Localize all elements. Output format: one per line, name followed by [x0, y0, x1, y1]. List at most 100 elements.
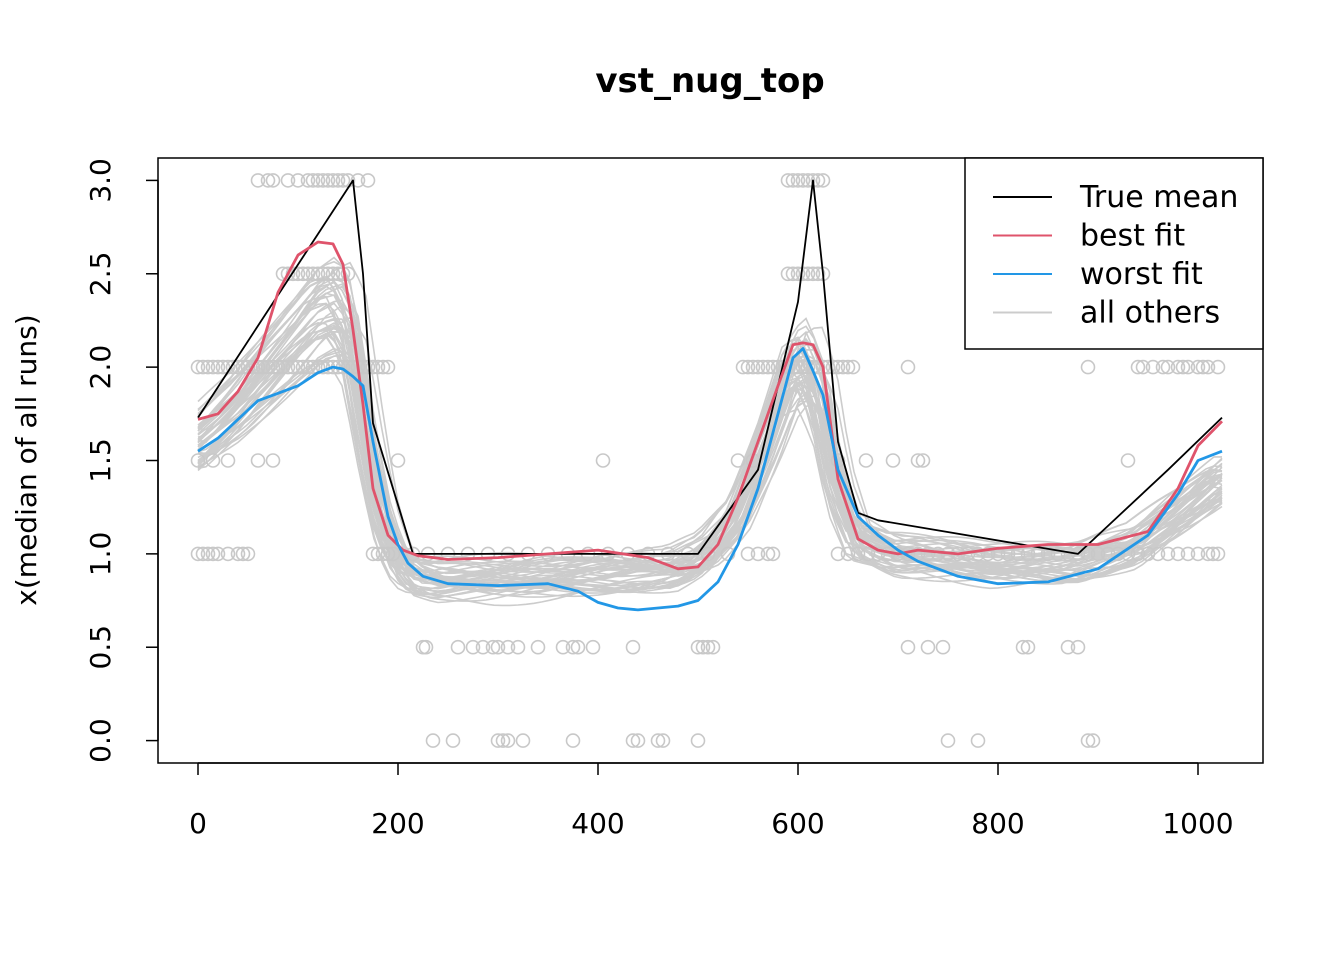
- observation-point-171: [795, 173, 811, 188]
- observation-point-18: [275, 359, 291, 375]
- observation-point-141: [690, 733, 706, 748]
- legend-label-best-fit: best fit: [1080, 219, 1185, 254]
- observation-point-68: [350, 173, 366, 188]
- observation-point-145: [745, 359, 761, 375]
- observation-point-232: [1130, 359, 1146, 375]
- other-run-line-39: [197, 332, 1223, 602]
- observation-point-174: [810, 173, 826, 188]
- observation-point-128: [700, 639, 716, 655]
- observation-point-184: [830, 546, 846, 562]
- observation-point-127: [695, 639, 711, 655]
- observation-point-253: [1080, 733, 1096, 748]
- observation-point-64: [325, 173, 341, 188]
- observation-point-254: [1085, 733, 1101, 748]
- observation-point-235: [1155, 359, 1171, 375]
- observation-point-143: [735, 359, 751, 375]
- observation-point-163: [835, 359, 851, 375]
- observation-point-122: [565, 639, 581, 655]
- observation-point-223: [1210, 546, 1226, 562]
- observation-point-228: [915, 453, 931, 468]
- legend-label-worst-fit: worst fit: [1080, 257, 1203, 292]
- observation-point-175: [815, 173, 831, 188]
- observation-point-79: [320, 266, 336, 282]
- observation-point-80: [325, 266, 341, 282]
- x-tick-label: 200: [371, 807, 424, 840]
- best-fit-line: [197, 240, 1223, 571]
- observation-point-108: [750, 546, 766, 562]
- observation-point-227: [910, 453, 926, 468]
- observation-point-140: [655, 733, 671, 748]
- observation-point-107: [740, 546, 756, 562]
- observation-point-209: [1080, 546, 1096, 562]
- observation-point-251: [940, 733, 956, 748]
- observation-point-116: [485, 639, 501, 655]
- y-tick-label: 3.0: [84, 158, 117, 203]
- observation-point-45: [220, 546, 236, 562]
- observation-point-243: [1210, 359, 1226, 375]
- observation-point-188: [870, 546, 886, 562]
- other-run-line-36: [197, 294, 1223, 590]
- observation-point-89: [390, 453, 406, 468]
- observation-point-32: [345, 359, 361, 375]
- observation-point-252: [970, 733, 986, 748]
- observation-point-249: [1060, 639, 1076, 655]
- observation-point-43: [205, 546, 221, 562]
- observation-point-52: [250, 453, 266, 468]
- observation-point-76: [305, 266, 321, 282]
- legend-box: [964, 157, 1264, 350]
- observation-point-110: [765, 546, 781, 562]
- observation-point-135: [515, 733, 531, 748]
- observation-point-40: [190, 546, 206, 562]
- x-tick-label: 1000: [1162, 807, 1233, 840]
- observation-point-186: [850, 546, 866, 562]
- observation-point-233: [1135, 359, 1151, 375]
- observation-point-69: [360, 173, 376, 188]
- observation-point-83: [340, 266, 356, 282]
- observation-point-130: [425, 733, 441, 748]
- observation-point-66: [335, 173, 351, 188]
- observation-point-22: [295, 359, 311, 375]
- observation-point-169: [785, 173, 801, 188]
- observation-point-219: [1180, 546, 1196, 562]
- observation-point-78: [315, 266, 331, 282]
- observation-point-86: [375, 546, 391, 562]
- x-tick-label: 600: [771, 807, 824, 840]
- observation-point-185: [840, 546, 856, 562]
- observation-point-178: [790, 266, 806, 282]
- observation-point-49: [190, 453, 206, 468]
- observation-point-237: [1170, 359, 1186, 375]
- observation-point-36: [365, 359, 381, 375]
- observation-point-48: [240, 546, 256, 562]
- observation-point-46: [230, 546, 246, 562]
- observation-point-10: [235, 359, 251, 375]
- observation-point-239: [1180, 359, 1196, 375]
- observation-point-215: [1140, 546, 1156, 562]
- observation-point-63: [320, 173, 336, 188]
- observation-point-21: [290, 359, 306, 375]
- observation-point-121: [555, 639, 571, 655]
- y-axis-label: x(median of all runs): [10, 314, 43, 605]
- observation-point-172: [800, 173, 816, 188]
- observation-point-115: [475, 639, 491, 655]
- observation-point-231: [1080, 359, 1096, 375]
- observation-point-117: [490, 639, 506, 655]
- observation-point-144: [740, 359, 756, 375]
- observation-point-177: [785, 266, 801, 282]
- observation-point-109: [760, 546, 776, 562]
- observation-point-118: [500, 639, 516, 655]
- y-tick-label: 2.0: [84, 345, 117, 390]
- observation-point-134: [500, 733, 516, 748]
- x-tick-label: 0: [189, 807, 207, 840]
- observation-point-2: [195, 359, 211, 375]
- worst-fit-line: [197, 347, 1223, 612]
- observation-point-14: [255, 359, 271, 375]
- observation-point-23: [300, 359, 316, 375]
- observation-point-206: [1050, 546, 1066, 562]
- observation-point-168: [780, 173, 796, 188]
- observation-point-212: [1110, 546, 1126, 562]
- observation-point-77: [310, 266, 326, 282]
- observation-point-87: [380, 546, 396, 562]
- observation-point-142: [595, 453, 611, 468]
- y-tick-label: 1.5: [84, 438, 117, 483]
- true-mean-line: [197, 179, 1223, 555]
